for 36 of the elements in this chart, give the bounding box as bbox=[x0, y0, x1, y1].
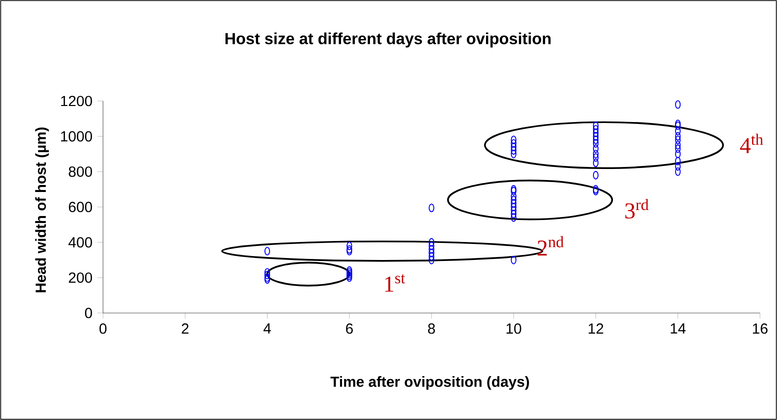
x-tick-label: 12 bbox=[588, 323, 604, 334]
y-tick-label: 800 bbox=[68, 166, 92, 177]
x-tick-label: 16 bbox=[752, 323, 768, 334]
point bbox=[592, 132, 599, 141]
x-tick-label: 2 bbox=[182, 323, 188, 334]
x-tick-label: 8 bbox=[428, 323, 435, 334]
y-tick-label: 0 bbox=[85, 308, 92, 318]
point bbox=[264, 246, 270, 256]
x-tick-label: 0 bbox=[99, 323, 106, 334]
x-tick-label: 4 bbox=[264, 323, 271, 334]
point bbox=[592, 158, 599, 168]
x-tick-label: 10 bbox=[506, 323, 522, 334]
point bbox=[592, 128, 599, 138]
point bbox=[592, 144, 599, 153]
point bbox=[592, 150, 599, 158]
annotation: 1$^{st}$ bbox=[385, 274, 406, 292]
annotation: 2$^{nd}$ bbox=[538, 236, 564, 256]
x-tick-label: 14 bbox=[670, 323, 686, 334]
x-axis-title: Time after oviposition (days) bbox=[330, 376, 529, 390]
point bbox=[264, 273, 270, 282]
annotation: 4$^{th}$ bbox=[740, 134, 764, 154]
point bbox=[592, 170, 599, 180]
point bbox=[592, 136, 599, 144]
chart-title: Host size at different days after oviposition bbox=[225, 32, 551, 48]
point bbox=[592, 139, 599, 148]
annotation: 3$^{rd}$ bbox=[625, 198, 649, 219]
y-tick-label: 1200 bbox=[61, 96, 92, 106]
y-tick-label: 600 bbox=[68, 202, 92, 212]
point bbox=[264, 270, 270, 280]
y-tick-label: 400 bbox=[68, 237, 92, 248]
x-tick-label: 6 bbox=[346, 323, 353, 334]
y-axis-title: Head width of host (µm) bbox=[35, 127, 49, 292]
y-tick-label: 1000 bbox=[61, 131, 92, 142]
y-tick-label: 200 bbox=[68, 272, 92, 283]
point bbox=[592, 153, 599, 162]
point bbox=[264, 268, 270, 277]
